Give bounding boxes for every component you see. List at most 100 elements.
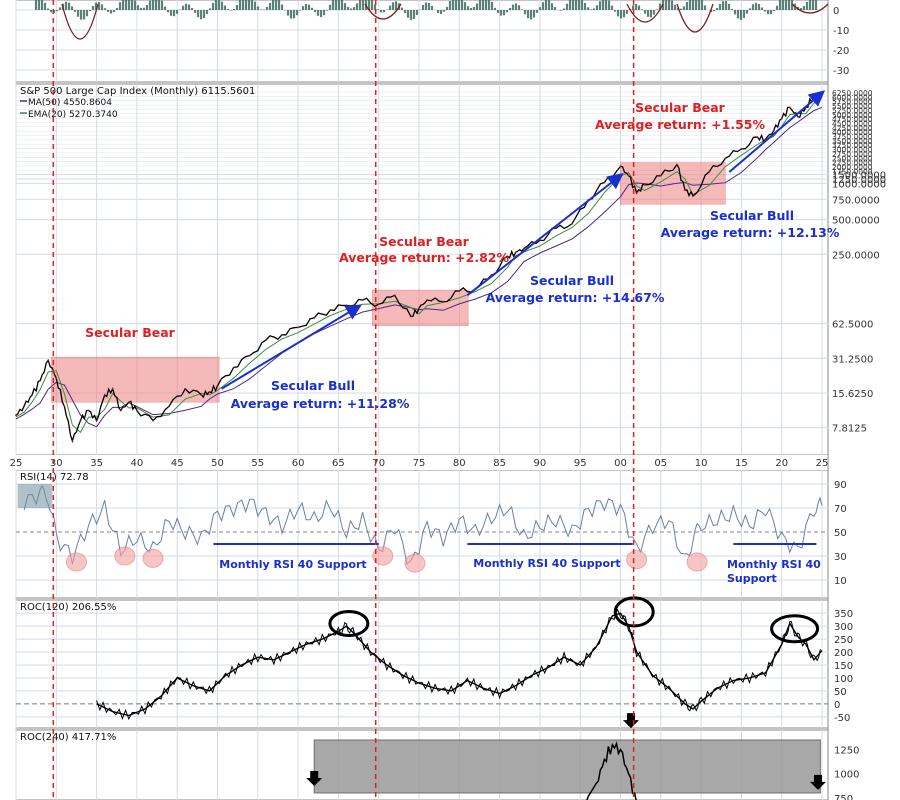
osc-signal-dip [626,3,664,23]
osc-signal-dip [61,3,99,40]
price-point [619,165,622,168]
roc240-extreme-zone [313,739,821,794]
secular-bull-arrow [728,90,826,173]
price-point [724,157,727,160]
price-point [232,366,235,369]
price-y-tick-label: 2500.0000 [832,154,873,163]
price-y-tick-label: 1250.0000 [832,175,886,186]
price-line [15,93,823,444]
price-y-tick-label: 31.2500 [832,354,873,365]
x-tick-label: 70 [372,458,385,469]
price-point [136,409,138,412]
price-annotation: Average return: +1.55% [595,117,765,132]
price-point [458,290,461,292]
price-point [63,405,66,408]
osc-y-tick-label: -10 [833,26,849,37]
price-point [361,299,364,302]
roc120-peak-circle [328,610,370,638]
roc240-title: ROC(240) 417.71% [20,732,116,743]
price-point [79,419,82,422]
x-tick-label: 00 [614,458,627,469]
ma-50-line [15,106,823,428]
price-point [71,439,74,442]
price-point [329,309,332,311]
secular-bear-box [51,356,220,403]
rsi-oversold-circle [404,553,426,573]
price-y-tick-label: 5750.0000 [832,98,873,107]
osc-histogram [34,0,818,20]
price-y-tick-label: 4000.0000 [832,128,873,137]
price-y-tick-label: 3750.0000 [832,133,873,142]
rsi-annotation-line: Monthly RSI 40 Support [473,557,620,570]
price-y-tick-label: 7.8125 [832,424,867,435]
price-y-tick-label: 2000.0000 [832,163,873,172]
roc120-y-tick-label: 350 [834,609,853,620]
x-tick-label: 25 [10,458,23,469]
price-y-tick-label: 6250.0000 [832,89,873,98]
price-y-tick-label: 62.5000 [832,320,873,331]
roc240-y-tick-label: 1000 [834,770,859,781]
panel-frame-r120 [15,599,829,729]
price-annotation: Secular Bull [530,273,614,288]
right-axis-strip [828,0,900,800]
price-point [514,251,517,254]
roc120-y-tick-label: 150 [834,661,853,672]
roc120-y-tick-label: 0 [834,700,840,711]
price-point [31,394,34,396]
x-tick-label: 30 [50,458,63,469]
price-point [208,390,211,393]
price-point [756,136,759,138]
price-y-tick-label: 6000.0000 [832,93,873,102]
roc240-down-arrow [622,713,639,729]
price-point [15,414,17,417]
price-point [281,333,283,336]
rsi-oversold-circle [372,546,394,566]
x-tick-label: 95 [574,458,587,469]
price-y-tick-label: 3250.0000 [832,141,873,150]
roc240-down-arrow [306,770,323,786]
price-point [393,294,396,297]
osc-y-tick-label: -30 [833,66,849,77]
price-point [643,183,646,186]
roc120-peak-circle [770,614,820,644]
x-tick-label: 65 [332,458,345,469]
x-tick-label: 75 [413,458,426,469]
price-annotation: Secular Bull [271,378,355,393]
osc-y-tick-label: 0 [833,6,839,17]
price-point [95,419,98,422]
price-y-tick-label: 3000.0000 [832,146,873,155]
rsi-annotation: Monthly RSI 40 Support [727,558,821,585]
rsi-annotation-line: Monthly RSI 40 [727,558,821,571]
price-point [103,394,106,396]
rsi-annotation-line: Monthly RSI 40 Support [219,558,366,571]
price-point [39,379,42,382]
price-point [635,192,638,194]
price-point [522,247,525,250]
price-point [345,304,348,307]
price-point [111,387,114,390]
roc240-down-arrow [809,774,826,790]
panel-frame-rsi [15,469,829,599]
secular-bull-arrow [221,304,362,390]
x-tick-label: 35 [90,458,103,469]
rsi-oversold-circle [65,552,87,572]
price-point [506,255,509,258]
rsi-y-tick-label: 30 [834,552,847,563]
price-point [676,163,678,166]
price-y-tick-label: 4750.0000 [832,115,873,124]
price-point [418,307,420,310]
x-tick-label: 15 [735,458,748,469]
price-point [571,222,574,225]
osc-signal-dip [364,3,402,20]
osc-signal-dip [791,3,829,14]
price-y-tick-label: 1500.0000 [832,171,886,182]
price-legend-title: S&P 500 Large Cap Index (Monthly) 6115.5… [20,86,255,97]
price-annotation: Average return: +11.28% [231,396,410,411]
price-annotation: Secular Bear [635,100,725,115]
roc120-detail-line [96,608,821,721]
price-y-tick-label: 3500.0000 [832,137,873,146]
price-point [168,405,171,408]
price-y-tick-label: 4500.0000 [832,119,873,128]
price-point [740,148,743,150]
rsi-oversold-circle [626,550,648,570]
